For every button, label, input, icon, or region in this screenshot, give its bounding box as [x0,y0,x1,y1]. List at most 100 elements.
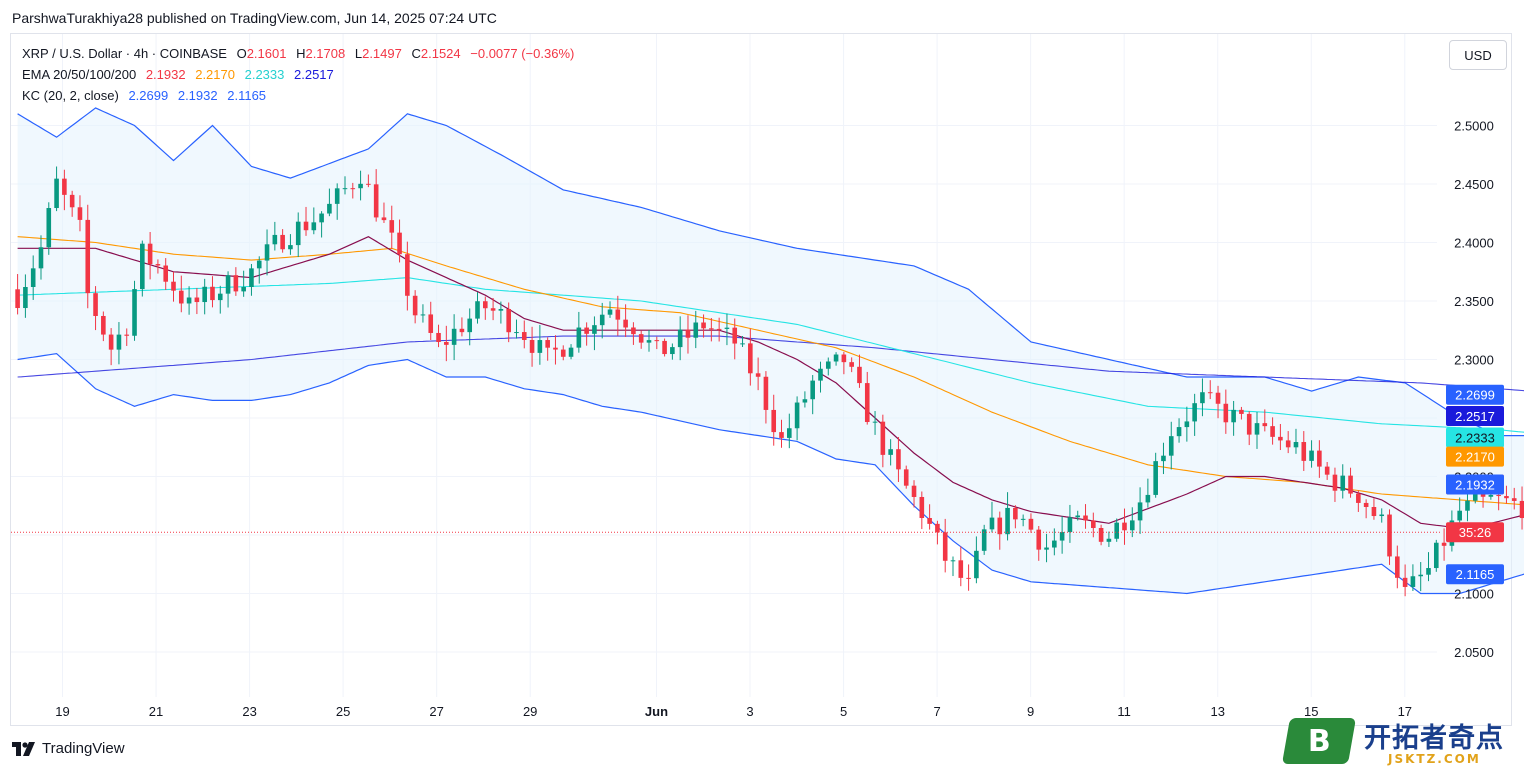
countdown-badge-bg [1446,522,1504,543]
tradingview-brand[interactable]: TradingView [12,740,125,757]
candle-body [592,325,597,334]
candle [1020,514,1026,527]
candle-body [30,268,36,288]
candle [685,315,691,354]
candle [880,414,886,468]
candle [69,190,75,217]
candle [1332,467,1338,502]
candle-body [514,332,519,334]
candle [794,396,800,441]
candle [194,288,200,315]
candle [1285,431,1291,454]
candle [475,292,480,324]
candle-body [1098,527,1104,542]
time-tick-label: 15 [1304,704,1318,719]
candle-body [740,343,745,345]
candle-body [631,327,636,335]
candle-body [1340,475,1346,491]
candle [1504,485,1509,504]
candle [381,202,387,223]
candle-body [412,295,418,316]
candle-body [880,421,886,455]
legend-low: 2.1497 [362,46,402,61]
candle-body [1184,421,1190,428]
time-tick-label: 11 [1117,704,1131,719]
candle-body [1426,568,1431,575]
candle [1207,380,1213,400]
candle [1441,528,1447,561]
candle [506,302,511,343]
candle-body [288,245,293,250]
candle [1340,464,1346,499]
candle [140,240,145,297]
candle [93,286,98,331]
currency-button[interactable]: USD [1449,40,1507,70]
candle [716,317,722,342]
keltner-channel [17,107,1524,595]
countdown-badge: 35:26 [1446,522,1504,543]
candle [1114,518,1119,542]
price-badge: 2.2699 [1446,384,1504,405]
candle [950,556,956,577]
candle-body [1044,547,1049,550]
candle-body [295,221,301,246]
candle-body [857,366,862,384]
candle-body [1402,577,1408,587]
candle-body [1013,507,1018,520]
candle [576,311,582,353]
ema20-line [17,236,1524,530]
candle-body [958,560,964,578]
candle-body [833,354,839,362]
legend-symbol[interactable]: XRP / U.S. Dollar · 4h · COINBASE [22,46,227,61]
candle [989,501,995,533]
candle [1262,409,1268,432]
candle [101,311,106,342]
kc-label[interactable]: KC (20, 2, close) [22,88,119,103]
candle [553,335,558,365]
candle-body [1504,496,1509,499]
ema-label[interactable]: EMA 20/50/100/200 [22,67,137,82]
price-tick-label: 2.3500 [1454,294,1494,309]
candle-body [46,208,52,248]
candle-body [888,449,893,455]
candle [1215,385,1221,419]
candle [1371,498,1377,520]
ema50-value: 2.2170 [195,67,235,82]
candle [724,313,730,346]
legend-kc: KC (20, 2, close) 2.2699 2.1932 2.1165 [22,88,272,103]
legend-c-label: C [411,46,421,61]
candle-body [1052,540,1057,548]
candle-body [1059,532,1065,541]
candle [771,394,777,446]
candle [521,320,527,349]
candle-body [771,409,777,433]
candle [1052,528,1057,556]
candle [54,166,59,212]
candle [1200,378,1205,417]
candle [1059,516,1065,554]
candle [1231,400,1236,436]
candle [537,324,543,365]
candle [903,465,909,489]
candle-body [1091,520,1096,528]
candle-body [280,234,285,250]
candle [46,202,52,255]
candle-body [475,301,480,319]
candle [241,270,246,297]
candle [1168,421,1174,470]
watermark-logo-letter: B [1307,723,1331,759]
candle-body [140,243,145,290]
candle-body [1309,450,1314,461]
candle-body [116,334,122,350]
price-badge-bg [1446,564,1504,585]
candle-body [381,217,387,221]
candle-body [584,327,589,334]
price-badge-bg [1446,406,1504,427]
candle-body [615,309,621,320]
watermark-subtitle: JSKTZ.COM [1388,752,1481,766]
candle [1067,504,1073,543]
candle-body [1122,522,1127,531]
candle-body [1223,403,1229,423]
candle [1239,406,1244,420]
